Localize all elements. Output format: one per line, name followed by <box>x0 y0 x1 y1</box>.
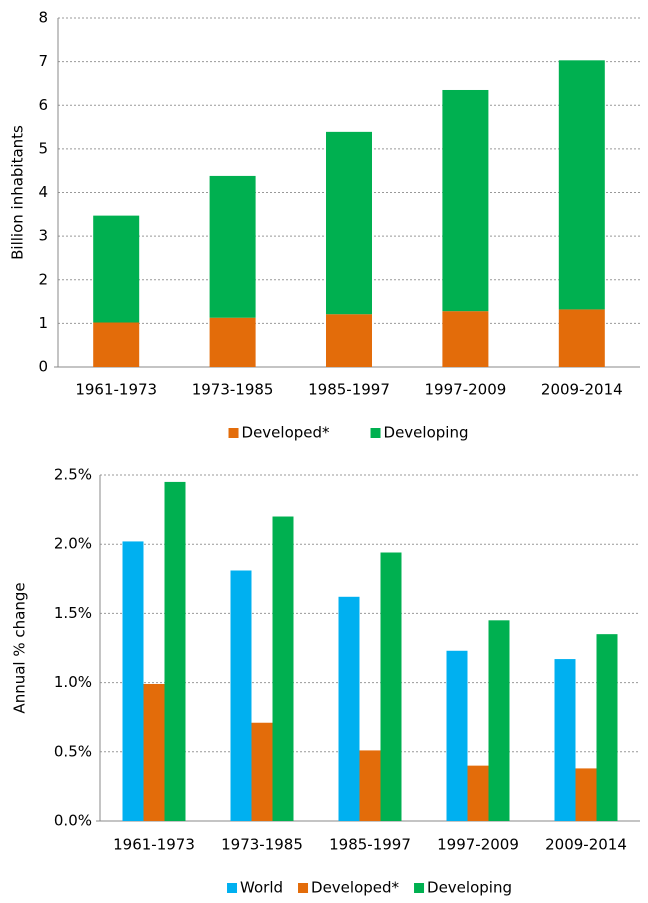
y-tick-label: 2.5% <box>54 466 92 484</box>
y-tick-label: 4 <box>38 183 48 201</box>
x-tick-label: 1997-2009 <box>437 836 519 854</box>
bar-segment <box>326 314 372 367</box>
x-tick-label: 2009-2014 <box>545 836 627 854</box>
y-tick-label: 1.0% <box>54 673 92 691</box>
y-tick-label: 2.0% <box>54 535 92 553</box>
y-tick-label: 0.5% <box>54 742 92 760</box>
legend-swatch <box>414 883 425 893</box>
x-tick-label: 1973-1985 <box>221 836 303 854</box>
x-tick-label: 1997-2009 <box>425 381 507 399</box>
bar-segment <box>442 311 489 367</box>
legend-swatch <box>228 428 239 438</box>
bar-segment <box>209 317 256 367</box>
legend-swatch <box>370 428 381 438</box>
y-tick-label: 1.5% <box>54 604 92 622</box>
x-tick-label: 1985-1997 <box>329 836 411 854</box>
y-tick-label: 0 <box>38 358 48 376</box>
legend-label: Developing <box>384 424 469 442</box>
y-tick-label: 3 <box>38 227 48 245</box>
y-tick-label: 6 <box>38 96 48 114</box>
bar <box>164 481 186 821</box>
y-tick-label: 2 <box>38 270 48 288</box>
bar <box>554 659 576 821</box>
bar-segment <box>209 175 256 318</box>
x-tick-label: 1985-1997 <box>308 381 390 399</box>
bar <box>122 541 144 821</box>
legend-label: World <box>240 879 283 897</box>
bar <box>575 768 597 821</box>
x-tick-label: 1961-1973 <box>113 836 195 854</box>
bar <box>596 634 618 821</box>
bar <box>143 683 165 821</box>
y-axis-title: Billion inhabitants <box>9 125 27 260</box>
bar-segment <box>558 60 605 310</box>
legend-label: Developed* <box>242 424 331 442</box>
x-tick-label: 1961-1973 <box>75 381 157 399</box>
bar-segment <box>558 309 605 367</box>
bar <box>446 650 468 821</box>
bar <box>488 620 510 821</box>
bar-segment <box>93 215 140 323</box>
legend-label: Developed* <box>311 879 400 897</box>
legend-swatch <box>227 883 238 893</box>
bar <box>272 516 294 821</box>
x-tick-label: 2009-2014 <box>541 381 623 399</box>
bar <box>467 765 489 821</box>
y-tick-label: 5 <box>38 139 48 157</box>
y-tick-label: 0.0% <box>54 812 92 830</box>
bar <box>338 596 360 821</box>
bar-segment <box>442 89 489 312</box>
y-axis-title: Annual % change <box>11 582 29 713</box>
bar-segment <box>326 131 372 315</box>
legend-label: Developing <box>427 879 512 897</box>
bar <box>359 750 381 821</box>
y-tick-label: 1 <box>38 314 48 332</box>
legend-swatch <box>298 883 309 893</box>
bar <box>230 570 252 821</box>
y-tick-label: 8 <box>38 9 48 27</box>
y-tick-label: 7 <box>38 52 48 70</box>
bar-segment <box>93 322 140 367</box>
bar <box>380 552 402 821</box>
bar <box>251 722 273 821</box>
x-tick-label: 1973-1985 <box>192 381 274 399</box>
